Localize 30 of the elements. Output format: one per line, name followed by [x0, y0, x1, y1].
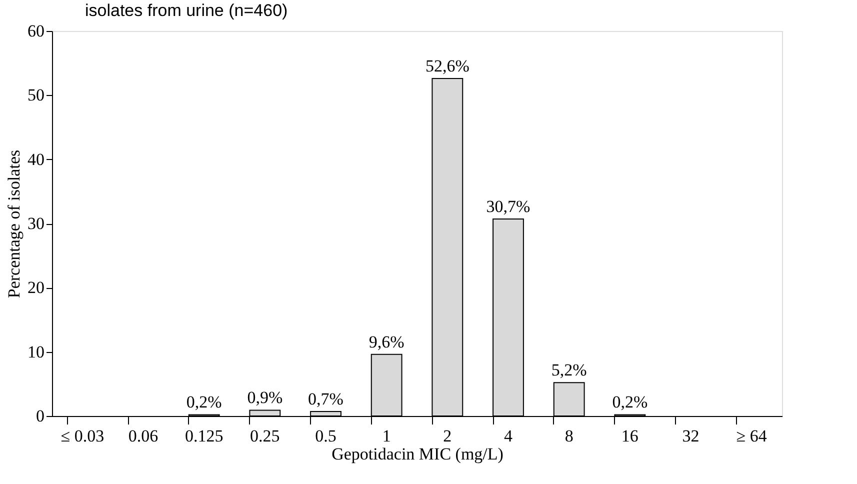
- x-tick-label: 0.06: [128, 426, 158, 446]
- x-axis-title: Gepotidacin MIC (mg/L): [332, 444, 504, 464]
- x-tick-label: ≥ 64: [736, 426, 768, 446]
- x-tick-label: 32: [682, 426, 700, 446]
- data-label: 0,9%: [247, 388, 283, 408]
- chart-title: isolates from urine (n=460): [85, 1, 288, 20]
- y-tick-label: 20: [28, 278, 44, 298]
- y-tick-label: 40: [28, 150, 44, 169]
- x-tick-label: ≤ 0.03: [60, 426, 104, 446]
- x-tick-label: 0.25: [250, 426, 280, 446]
- data-label: 0,2%: [186, 392, 222, 412]
- y-tick-label: 50: [28, 86, 44, 105]
- y-tick-label: 10: [28, 342, 44, 362]
- data-label: 52,6%: [425, 56, 470, 76]
- x-tick-label: 4: [504, 426, 513, 446]
- x-tick-label: 16: [621, 426, 638, 446]
- y-tick-label: 60: [28, 22, 44, 40]
- data-label: 0,2%: [612, 392, 648, 412]
- x-tick-label: 1: [382, 426, 391, 446]
- data-label: 30,7%: [486, 197, 530, 216]
- y-axis-title: Percentage of isolates: [4, 150, 24, 298]
- data-label: 9,6%: [368, 332, 404, 352]
- data-label: 5,2%: [551, 360, 587, 380]
- y-tick-label: 0: [36, 406, 44, 426]
- x-tick-label: 2: [443, 426, 452, 446]
- x-tick-label: 0.125: [184, 426, 224, 446]
- data-label: 0,7%: [308, 390, 344, 409]
- x-tick-label: 0.5: [315, 426, 336, 446]
- x-tick-label: 8: [564, 426, 574, 446]
- y-tick-label: 30: [28, 214, 44, 233]
